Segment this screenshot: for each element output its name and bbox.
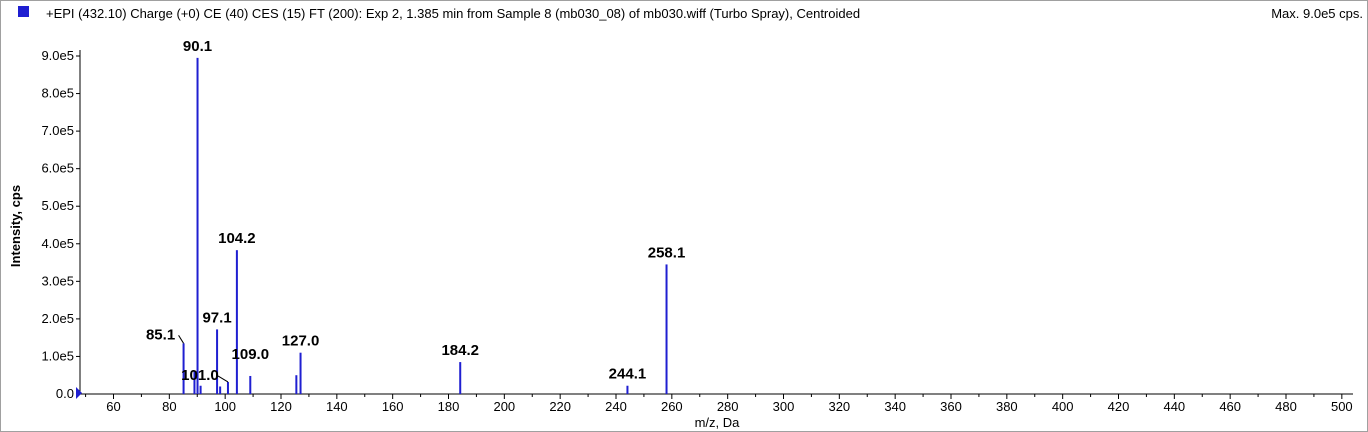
peak-bar — [199, 385, 202, 394]
peak-labels: 85.1 90.1 97.1 101.0 104.2 109.0 127.0 184.2 244… — [146, 38, 685, 384]
chart-title: +EPI (432.10) Charge (+0) CE (40) CES (1… — [46, 6, 861, 21]
x-tick-label: 200 — [493, 399, 515, 414]
y-tick-label: 6.0e5 — [41, 161, 74, 176]
peak-bar — [216, 329, 219, 394]
y-tick-label: 5.0e5 — [41, 198, 74, 213]
y-tick-label: 0.0 — [56, 386, 74, 401]
peak-label-leader — [178, 335, 184, 344]
peak-label: 244.1 — [609, 366, 647, 383]
x-tick-label: 380 — [996, 399, 1018, 414]
peak-bar — [226, 381, 229, 394]
peak-bar — [249, 375, 252, 394]
x-tick-label: 240 — [605, 399, 627, 414]
x-tick-label: 340 — [884, 399, 906, 414]
peak-bar — [665, 264, 668, 394]
peak-bars — [182, 57, 668, 394]
legend-swatch[interactable] — [18, 6, 29, 17]
x-axis-title: m/z, Da — [695, 415, 741, 430]
x-tick-label: 500 — [1331, 399, 1353, 414]
x-tick-label: 260 — [661, 399, 683, 414]
x-tick-label: 120 — [270, 399, 292, 414]
peak-bar — [196, 57, 199, 394]
x-tick-label: 420 — [1108, 399, 1130, 414]
y-tick-label: 1.0e5 — [41, 348, 74, 363]
peak-label: 85.1 — [146, 326, 175, 343]
chart-header: +EPI (432.10) Charge (+0) CE (40) CES (1… — [1, 1, 1367, 27]
peak-label: 109.0 — [232, 346, 270, 363]
max-intensity-label: Max. 9.0e5 cps. — [1271, 6, 1363, 21]
peak-bar — [459, 362, 462, 394]
y-tick-label: 3.0e5 — [41, 273, 74, 288]
x-tick-label: 320 — [828, 399, 850, 414]
peak-label: 97.1 — [202, 309, 231, 326]
peak-label: 258.1 — [648, 244, 686, 261]
x-tick-label: 220 — [549, 399, 571, 414]
x-tick-label: 280 — [717, 399, 739, 414]
peak-bar — [295, 375, 298, 394]
peak-bar — [219, 386, 222, 394]
x-tick-label: 300 — [773, 399, 795, 414]
y-tick-label: 8.0e5 — [41, 86, 74, 101]
x-tick-label: 60 — [106, 399, 120, 414]
x-tick-label: 480 — [1275, 399, 1297, 414]
x-tick-label: 100 — [214, 399, 236, 414]
peak-bar — [235, 250, 238, 394]
y-tick-label: 2.0e5 — [41, 311, 74, 326]
y-tick-label: 9.0e5 — [41, 48, 74, 63]
x-tick-label: 140 — [326, 399, 348, 414]
peak-label: 101.0 — [181, 367, 219, 384]
y-tick-label: 7.0e5 — [41, 123, 74, 138]
x-tick-label: 440 — [1163, 399, 1185, 414]
peak-label: 104.2 — [218, 230, 256, 247]
axis-start-marker-icon — [76, 387, 82, 399]
axes: 0.0 1.0e5 2.0e5 3.0e5 4.0e5 5.0e5 6.0e5 7.0e5 8.… — [41, 48, 1353, 414]
x-tick-label: 180 — [438, 399, 460, 414]
peak-label: 90.1 — [183, 38, 212, 55]
peak-bar — [626, 385, 629, 394]
peak-label: 127.0 — [282, 333, 320, 350]
x-tick-label: 360 — [940, 399, 962, 414]
peak-bar — [299, 352, 302, 394]
x-tick-label: 160 — [382, 399, 404, 414]
peak-label-leader — [217, 375, 229, 383]
x-tick-label: 400 — [1052, 399, 1074, 414]
y-tick-label: 4.0e5 — [41, 236, 74, 251]
x-tick-label: 80 — [162, 399, 176, 414]
y-axis-title: Intensity, cps — [8, 185, 23, 267]
peak-bar — [193, 371, 196, 394]
peak-label: 184.2 — [441, 342, 479, 359]
peak-bar — [182, 343, 185, 394]
x-tick-label: 460 — [1219, 399, 1241, 414]
